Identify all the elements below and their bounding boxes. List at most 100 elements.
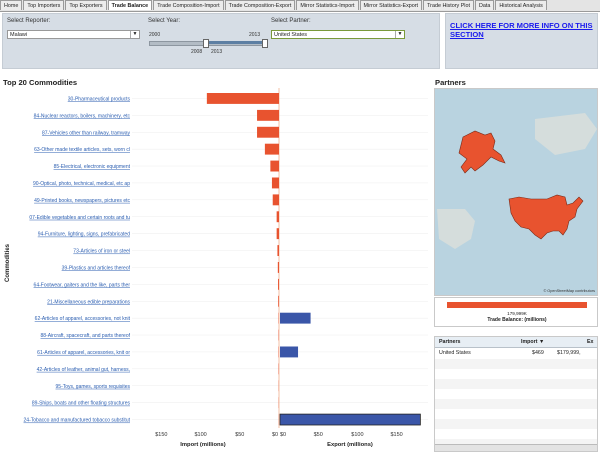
trade-balance-value: 179,999K (435, 311, 599, 316)
commodity-label[interactable]: 62-Articles of apparel, accessories, not… (35, 316, 131, 322)
trade-balance-bar (447, 302, 587, 308)
empty-table-row (435, 419, 597, 429)
chevron-down-icon: ▼ (130, 31, 139, 38)
commodity-label[interactable]: 88-Aircraft, spacecraft, and parts there… (41, 333, 131, 339)
reporter-label: Select Reporter: (7, 18, 50, 24)
x-tick-label: $150 (391, 432, 403, 438)
tab-mirror-statistics-import[interactable]: Mirror Statistics-Import (296, 0, 358, 10)
commodity-label[interactable]: 49-Printed books, newspapers, pictures e… (34, 198, 130, 204)
year-min: 2000 (149, 32, 160, 38)
year-slider-range (206, 41, 265, 44)
empty-table-row (435, 359, 597, 369)
year-max: 2013 (249, 32, 260, 38)
import-bar (257, 127, 279, 138)
empty-table-row (435, 379, 597, 389)
commodity-label[interactable]: 24-Tobacco and manufactured tobacco subs… (24, 418, 131, 424)
commodity-label[interactable]: 39-Plastics and articles thereof (62, 265, 131, 271)
usa-shape (509, 195, 583, 239)
commodity-label[interactable]: 84-Nuclear reactors, boilers, machinery,… (34, 113, 131, 119)
commodity-label[interactable]: 73-Articles of iron or steel (73, 249, 130, 255)
x-axis-label-export: Export (millions) (327, 442, 373, 448)
tab-trade-composition-import[interactable]: Trade Composition-Import (153, 0, 223, 10)
tab-trade-composition-export[interactable]: Trade Composition-Export (225, 0, 296, 10)
arctic-land-shape (535, 113, 597, 155)
partner-select[interactable]: United States ▼ (271, 30, 405, 39)
map-credit: © OpenStreetMap contributors (543, 289, 595, 293)
partners-title: Partners (435, 78, 466, 87)
more-info-link[interactable]: CLICK HERE FOR MORE INFO ON THIS SECTION (450, 21, 595, 39)
reporter-value: Malawi (10, 32, 27, 38)
empty-table-row (435, 429, 597, 439)
x-tick-label: $50 (235, 432, 244, 438)
x-tick-label: $100 (194, 432, 206, 438)
commodities-title: Top 20 Commodities (3, 78, 77, 87)
export-bar (280, 347, 298, 358)
tab-home[interactable]: Home (0, 0, 22, 10)
header-export[interactable]: Ex (587, 337, 593, 347)
import-bar (277, 245, 279, 256)
commodity-label[interactable]: 21-Miscellaneous edible preparations (47, 299, 130, 305)
tab-trade-balance[interactable]: Trade Balance (108, 0, 153, 10)
horizontal-scrollbar[interactable] (435, 444, 597, 451)
header-partners[interactable]: Partners (439, 337, 461, 347)
empty-table-row (435, 409, 597, 419)
ocean-land-shape (437, 209, 475, 249)
commodity-label[interactable]: 89-Ships, boats and other floating struc… (32, 401, 131, 407)
partner-export: $179,999, (557, 348, 581, 358)
empty-table-row (435, 369, 597, 379)
tab-data[interactable]: Data (475, 0, 494, 10)
commodity-label[interactable]: 85-Electrical, electronic equipment (54, 164, 131, 170)
partners-table-header: Partners Import ▼ Ex (435, 337, 597, 348)
commodity-label[interactable]: 07-Edible vegetables and certain roots a… (29, 215, 130, 221)
tab-top-exporters[interactable]: Top Exporters (65, 0, 106, 10)
commodity-label[interactable]: 42-Articles of leather, animal gut, harn… (37, 367, 130, 373)
commodity-label[interactable]: 95-Toys, games, sports requisites (56, 384, 131, 390)
commodity-label[interactable]: 87-Vehicles other than railway, tramway (42, 130, 131, 136)
import-bar (265, 144, 279, 155)
partners-table: Partners Import ▼ Ex United States $469 … (434, 336, 598, 452)
map-svg (435, 89, 598, 296)
year-label: Select Year: (148, 18, 180, 24)
export-bar (280, 414, 420, 425)
import-bar (278, 296, 279, 307)
import-bar (272, 178, 279, 189)
x-axis-label-import: Import (millions) (180, 442, 225, 448)
partner-name: United States (439, 348, 471, 358)
import-bar (257, 110, 279, 121)
table-row[interactable]: United States $469 $179,999, (435, 348, 597, 358)
import-bar (278, 262, 279, 273)
reporter-select[interactable]: Malawi ▼ (7, 30, 140, 39)
commodity-label[interactable]: 30-Pharmaceutical products (68, 96, 131, 102)
empty-table-row (435, 399, 597, 409)
filter-panel: Select Reporter: Malawi ▼ Select Year: 2… (2, 13, 440, 69)
tab-historical-analysis[interactable]: Historical Analysis (495, 0, 546, 10)
tab-mirror-statistics-export[interactable]: Mirror Statistics-Export (360, 0, 423, 10)
partner-import: $469 (532, 348, 544, 358)
alaska-shape (459, 131, 505, 173)
sort-desc-icon[interactable]: ▼ (539, 337, 544, 347)
year-slider-handle-start[interactable] (203, 39, 209, 48)
commodities-chart-svg: 30-Pharmaceutical products 84-Nuclear rea… (0, 88, 430, 452)
year-selected-end: 2013 (211, 49, 222, 55)
tab-top-importers[interactable]: Top Importers (23, 0, 64, 10)
tab-trade-history-plot[interactable]: Trade History Plot (423, 0, 474, 10)
commodity-label[interactable]: 61-Articles of apparel, accessories, kni… (37, 350, 130, 356)
import-bar (207, 93, 279, 104)
year-slider-handle-end[interactable] (262, 39, 268, 48)
commodity-label[interactable]: 94-Furniture, lighting, signs, prefabric… (38, 232, 130, 238)
empty-table-row (435, 389, 597, 399)
import-bar (277, 228, 279, 239)
partner-map[interactable]: © OpenStreetMap contributors (434, 88, 598, 296)
commodity-label[interactable]: 64-Footwear, gaiters and the like, parts… (34, 282, 131, 288)
header-import[interactable]: Import (521, 337, 537, 347)
x-tick-label: $50 (314, 432, 323, 438)
trade-balance-panel: 179,999K Trade Balance: (millions) (434, 297, 598, 327)
import-bar (278, 279, 279, 290)
commodity-label[interactable]: 63-Other made textile articles, sets, wo… (34, 147, 130, 153)
year-selected-start: 2008 (191, 49, 202, 55)
import-bar (270, 161, 279, 172)
x-tick-label: $150 (155, 432, 167, 438)
y-axis-label: Commodities (5, 243, 11, 282)
commodity-label[interactable]: 90-Optical, photo, technical, medical, e… (33, 181, 130, 187)
